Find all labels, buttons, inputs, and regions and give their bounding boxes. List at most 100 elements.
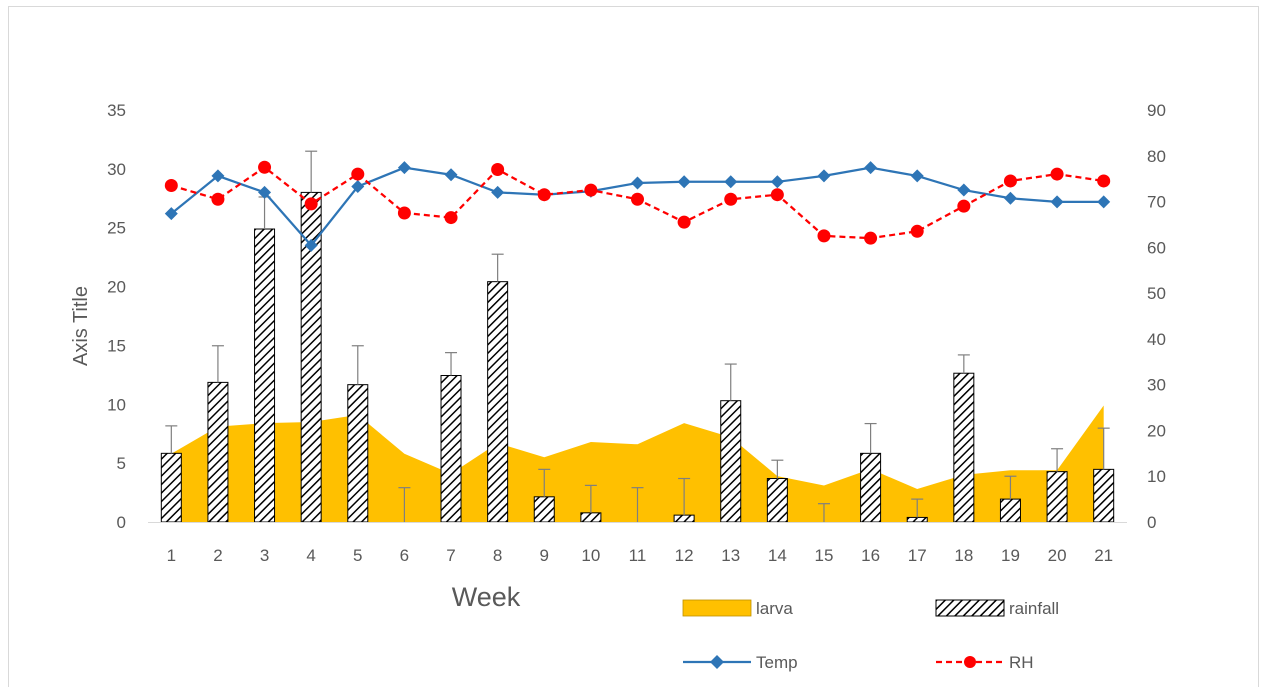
rh-marker-14 <box>770 188 784 202</box>
x-tick-label-20: 20 <box>1048 546 1067 565</box>
rh-marker-20 <box>1050 167 1064 181</box>
legend-label-temp: Temp <box>756 653 798 672</box>
rh-marker-18 <box>957 199 971 213</box>
temp-marker-17 <box>910 169 924 183</box>
temp-marker-16 <box>864 161 878 175</box>
y-right-tick-label-90: 90 <box>1147 101 1166 120</box>
rainfall-bar-8 <box>487 281 509 523</box>
y-right-tick-label-10: 10 <box>1147 467 1166 486</box>
rh-marker-19 <box>1003 174 1017 188</box>
legend-item-larva[interactable]: larva <box>682 599 793 618</box>
rainfall-bar-17 <box>906 516 928 523</box>
x-tick-label-19: 19 <box>1001 546 1020 565</box>
legend-label-larva: larva <box>756 599 793 618</box>
temp-marker-11 <box>631 176 644 190</box>
x-tick-label-14: 14 <box>768 546 787 565</box>
rainfall-bar-21 <box>1093 468 1115 523</box>
rh-marker-6 <box>397 206 411 220</box>
rainfall-bar-9 <box>533 496 555 523</box>
rh-marker-10 <box>584 183 598 197</box>
y-left-tick-label-15: 15 <box>107 336 126 355</box>
y-right-tick-label-80: 80 <box>1147 147 1166 166</box>
legend-swatch-rainfall <box>935 599 1005 617</box>
legend-marker-temp <box>710 655 724 669</box>
x-tick-label-8: 8 <box>493 546 502 565</box>
rh-marker-16 <box>864 231 878 245</box>
rh-marker-2 <box>211 192 225 206</box>
temp-marker-1 <box>164 207 178 221</box>
legend-swatch-larva <box>682 599 752 617</box>
legend-label-rh: RH <box>1009 653 1034 672</box>
legend-marker-rh <box>964 656 976 668</box>
y-left-tick-label-0: 0 <box>117 513 126 532</box>
temp-marker-15 <box>817 169 831 183</box>
chart-frame <box>8 6 1259 687</box>
y-axis-title: Axis Title <box>70 286 92 366</box>
y-left-tick-label-25: 25 <box>107 219 126 238</box>
temp-marker-14 <box>770 175 784 189</box>
y-right-tick-label-70: 70 <box>1147 193 1166 212</box>
x-tick-label-11: 11 <box>629 546 647 565</box>
x-tick-label-18: 18 <box>954 546 973 565</box>
rh-marker-15 <box>817 229 831 243</box>
temp-marker-8 <box>491 185 505 199</box>
rh-marker-7 <box>444 211 458 225</box>
x-tick-label-4: 4 <box>306 546 315 565</box>
x-tick-label-2: 2 <box>213 546 222 565</box>
rainfall-bar-19 <box>999 498 1021 523</box>
y-right-tick-label-40: 40 <box>1147 330 1166 349</box>
temp-marker-7 <box>444 168 458 182</box>
rainfall-bar-16 <box>860 452 882 523</box>
rainfall-bar-18 <box>953 372 975 523</box>
temp-marker-18 <box>957 183 971 197</box>
rainfall-bar-1 <box>160 452 182 523</box>
rainfall-bar-5 <box>347 384 369 523</box>
rainfall-bar-10 <box>580 512 602 523</box>
temp-marker-6 <box>397 161 411 175</box>
legend-item-temp[interactable]: Temp <box>683 653 798 672</box>
rh-marker-12 <box>677 215 691 229</box>
x-tick-label-9: 9 <box>540 546 549 565</box>
rainfall-bar-layer <box>160 191 1115 523</box>
temp-marker-19 <box>1003 191 1017 205</box>
temp-marker-12 <box>677 175 691 189</box>
temp-marker-20 <box>1050 195 1064 209</box>
y-left-tick-label-10: 10 <box>107 395 126 414</box>
y-left-tick-label-5: 5 <box>117 454 126 473</box>
legend-item-rh[interactable]: RH <box>936 653 1034 672</box>
temp-marker-3 <box>258 185 272 199</box>
x-axis-title: Week <box>452 582 521 612</box>
rainfall-bar-7 <box>440 375 462 523</box>
x-tick-label-13: 13 <box>721 546 740 565</box>
rainfall-bar-14 <box>766 478 788 523</box>
x-tick-label-10: 10 <box>581 546 600 565</box>
legend: larva rainfall Temp RH <box>682 599 1059 672</box>
y-right-tick-label-50: 50 <box>1147 284 1166 303</box>
x-tick-label-6: 6 <box>400 546 409 565</box>
rh-marker-5 <box>351 167 365 181</box>
line-series-layer <box>164 160 1111 252</box>
legend-item-rainfall[interactable]: rainfall <box>935 599 1059 618</box>
x-tick-label-3: 3 <box>260 546 269 565</box>
y-right-tick-label-20: 20 <box>1147 421 1166 440</box>
x-tick-label-21: 21 <box>1094 546 1113 565</box>
temp-marker-21 <box>1097 195 1111 209</box>
y-right-tick-label-60: 60 <box>1147 238 1166 257</box>
y-right-tick-label-30: 30 <box>1147 376 1166 395</box>
rh-marker-11 <box>631 192 644 206</box>
rh-marker-4 <box>304 197 318 211</box>
temp-marker-4 <box>304 238 318 252</box>
y-left-tick-label-30: 30 <box>107 160 126 179</box>
x-tick-label-17: 17 <box>908 546 927 565</box>
rh-marker-21 <box>1097 174 1111 188</box>
x-tick-label-1: 1 <box>167 546 176 565</box>
rainfall-bar-13 <box>720 400 742 523</box>
x-tick-label-5: 5 <box>353 546 362 565</box>
rh-marker-3 <box>258 160 272 174</box>
x-tick-label-16: 16 <box>861 546 880 565</box>
rainfall-bar-3 <box>254 228 276 523</box>
tick-label-layer: 1 2 3 4 5 6 7 8 9 10 11 12 13 14 15 16 17 18 19 20 210510152… <box>107 101 1166 565</box>
temp-marker-2 <box>211 169 225 183</box>
rh-marker-17 <box>910 224 924 238</box>
